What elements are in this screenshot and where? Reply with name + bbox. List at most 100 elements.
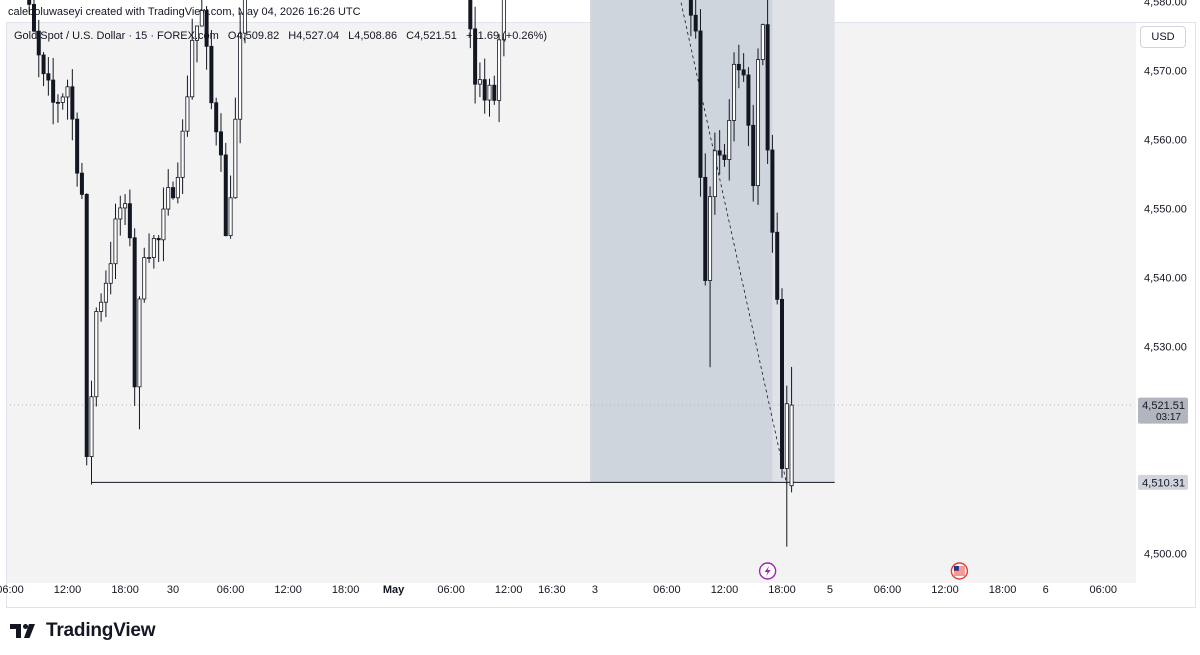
candle[interactable] xyxy=(223,142,228,237)
candle[interactable] xyxy=(166,169,171,216)
candle[interactable] xyxy=(113,203,118,280)
plot-area[interactable] xyxy=(7,23,1136,583)
candle[interactable] xyxy=(185,75,190,137)
candle[interactable] xyxy=(175,162,180,204)
candle[interactable] xyxy=(99,293,104,322)
candle[interactable] xyxy=(487,78,492,117)
candle[interactable] xyxy=(209,29,214,110)
candle[interactable] xyxy=(765,0,770,164)
candle[interactable] xyxy=(233,97,238,199)
candle[interactable] xyxy=(190,18,195,100)
candle[interactable] xyxy=(36,19,41,78)
candle-body xyxy=(132,237,137,388)
candle[interactable] xyxy=(204,6,209,70)
candle[interactable] xyxy=(51,58,56,125)
candle[interactable] xyxy=(784,385,789,547)
candle[interactable] xyxy=(75,112,80,187)
candle[interactable] xyxy=(779,288,784,478)
legend-symbol[interactable]: Gold Spot / U.S. Dollar · 15 · FOREX.com xyxy=(14,30,219,42)
brand[interactable]: TradingView xyxy=(10,618,156,644)
candle[interactable] xyxy=(103,270,108,318)
candle-body xyxy=(147,257,152,259)
candle[interactable] xyxy=(31,0,36,33)
candle[interactable] xyxy=(142,247,147,303)
candle[interactable] xyxy=(736,44,741,89)
candle[interactable] xyxy=(89,380,94,485)
candle[interactable] xyxy=(156,235,161,263)
candle[interactable] xyxy=(161,187,166,262)
candle[interactable] xyxy=(55,94,60,123)
candle-body xyxy=(703,176,708,281)
candle[interactable] xyxy=(60,93,65,110)
us-flag-icon[interactable] xyxy=(950,562,969,580)
candle[interactable] xyxy=(746,67,751,147)
candle[interactable] xyxy=(242,0,247,44)
candle[interactable] xyxy=(468,0,473,49)
candle[interactable] xyxy=(473,6,478,104)
candle[interactable] xyxy=(214,97,219,146)
candle[interactable] xyxy=(65,79,70,120)
candle[interactable] xyxy=(79,162,84,200)
candle[interactable] xyxy=(482,58,487,114)
currency-button[interactable]: USD xyxy=(1140,26,1186,48)
candle[interactable] xyxy=(751,104,756,202)
lightning-icon[interactable] xyxy=(758,562,777,580)
candle-body xyxy=(242,0,247,34)
candle[interactable] xyxy=(46,57,51,96)
candle[interactable] xyxy=(238,12,243,144)
candle[interactable] xyxy=(732,52,737,142)
candle[interactable] xyxy=(708,186,713,368)
candle[interactable] xyxy=(27,0,32,14)
x-tick-label: 12:00 xyxy=(931,584,959,596)
candle[interactable] xyxy=(171,181,176,200)
candle[interactable] xyxy=(151,234,156,269)
candle[interactable] xyxy=(497,34,502,123)
candle-body xyxy=(233,118,238,199)
price-tag[interactable]: 4,510.31 xyxy=(1138,474,1188,490)
x-tick-label: 3 xyxy=(592,584,598,596)
candle[interactable] xyxy=(123,194,128,226)
candle[interactable] xyxy=(722,143,727,167)
candle[interactable] xyxy=(712,132,717,215)
candle[interactable] xyxy=(70,69,75,141)
candle[interactable] xyxy=(477,62,482,98)
candle[interactable] xyxy=(492,75,497,105)
candle[interactable] xyxy=(147,233,152,263)
candle[interactable] xyxy=(760,23,765,66)
candle[interactable] xyxy=(501,0,506,57)
candle-body xyxy=(166,187,171,210)
candle[interactable] xyxy=(770,134,775,253)
candle[interactable] xyxy=(108,241,113,295)
candle-body xyxy=(775,231,780,300)
candle[interactable] xyxy=(698,9,703,197)
candle[interactable] xyxy=(688,0,693,37)
candle[interactable] xyxy=(756,48,761,205)
candle[interactable] xyxy=(703,153,708,286)
candle[interactable] xyxy=(199,0,204,27)
candle-body xyxy=(770,149,775,233)
candle[interactable] xyxy=(84,193,89,466)
candle[interactable] xyxy=(118,195,123,236)
candle[interactable] xyxy=(717,130,722,175)
candle[interactable] xyxy=(741,53,746,82)
candle[interactable] xyxy=(94,307,99,407)
candle-body xyxy=(760,24,765,60)
candle[interactable] xyxy=(775,212,780,305)
candle[interactable] xyxy=(137,296,142,430)
candle[interactable] xyxy=(180,119,185,194)
candle[interactable] xyxy=(693,0,698,39)
candle[interactable] xyxy=(127,189,132,247)
x-tick-label: 06:00 xyxy=(437,584,465,596)
candle-body xyxy=(497,39,502,101)
candle[interactable] xyxy=(41,51,46,87)
candle[interactable] xyxy=(218,113,223,172)
candle[interactable] xyxy=(195,25,200,63)
candle[interactable] xyxy=(789,366,794,493)
candle[interactable] xyxy=(228,175,233,239)
candle[interactable] xyxy=(727,99,732,181)
candle[interactable] xyxy=(132,228,137,407)
y-tick-label: 4,500.00 xyxy=(1144,549,1187,561)
y-tick-label: 4,560.00 xyxy=(1144,135,1187,147)
